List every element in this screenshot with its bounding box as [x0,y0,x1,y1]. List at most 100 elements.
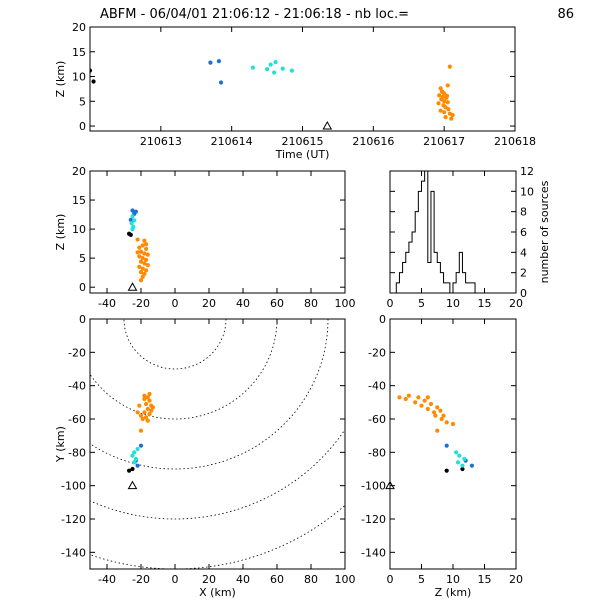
source-point-orange [443,115,448,120]
source-point-cyan [133,456,138,462]
source-point-orange [150,405,155,410]
station-triangle-icon [127,282,138,291]
source-point-orange [439,89,445,94]
source-point-black [460,466,465,472]
source-point-orange [145,395,150,400]
x-tick-label: 0 [172,297,179,310]
y-tick-label: 8 [520,206,527,219]
y-tick-label: 2 [520,267,527,280]
y-tick-label: 10 [72,71,86,84]
y-tick-label: 15 [72,194,86,207]
source-point-orange [135,410,140,415]
panel-plan-view: -40 -20 0 20 40 60 80 100 -140 -120 -100 -80 -60 -40 -… [54,313,356,599]
y-tick-label: 4 [520,246,527,259]
station-triangle-icon [385,480,395,490]
source-point-orange [438,108,443,113]
source-point-orange [144,415,149,420]
source-point-cyan [132,218,137,223]
y-axis-label: Z (km) [54,214,67,251]
y-tick-label: -40 [68,380,86,393]
source-point-cyan [250,65,256,70]
figure-title: ABFM - 06/04/01 21:06:12 - 21:06:18 - nb… [100,7,409,22]
source-point-orange [147,398,152,403]
x-axis-label: Z (km) [435,586,472,599]
x-tick-label: 100 [335,297,356,310]
source-point-orange [435,405,440,410]
source-point-blue [216,59,222,64]
source-point-orange [140,266,145,271]
y-tick-label: -120 [61,513,86,526]
x-tick-label: 0 [387,297,394,310]
source-point-orange [444,93,450,98]
y-tick-label: -80 [68,446,86,459]
source-point-orange [142,251,147,256]
source-point-orange [137,254,142,259]
source-point-orange [142,393,147,398]
x-tick-label: 40 [236,297,250,310]
x-tick-label: 20 [202,297,216,310]
y-tick-label: 0 [79,281,86,294]
source-point-orange [142,261,147,266]
x-tick-label: 210618 [494,135,536,148]
source-point-cyan [130,453,135,458]
y-tick-label: -20 [68,346,86,359]
source-point-orange [449,116,454,121]
panel-altitude-y: 0 5 10 15 20 -140 -120 -100 -80 -60 -40 -20 0 Z (km) [361,313,523,599]
station-triangle-icon [127,480,138,490]
y-tick-label: -140 [61,546,86,559]
source-point-orange [138,249,144,254]
source-point-orange [149,408,154,413]
source-point-orange [144,257,149,262]
source-point-orange [438,408,443,413]
x-axis-label: X (km) [199,586,236,599]
x-tick-label: 5 [418,297,425,310]
source-point-orange [450,113,455,118]
y-tick-label: 20 [72,21,86,34]
y-tick-label: -40 [368,380,386,393]
source-point-orange [445,83,450,88]
panel-time-altitude: 210613 210614 210615 210616 210617 210618 0 5 10… [54,21,536,161]
scatter-points [397,393,474,473]
y-tick-label: -20 [368,346,386,359]
source-point-blue [135,463,140,468]
histogram-steps [395,170,516,294]
x-tick-label: -40 [98,297,116,310]
source-point-orange [425,395,430,400]
source-point-blue [469,463,474,468]
y-tick-label: 10 [520,185,534,198]
y-tick-label: -60 [68,413,86,426]
x-tick-label: 80 [304,573,318,586]
source-point-cyan [130,214,135,219]
y-tick-label: 15 [72,46,86,59]
source-point-orange [138,259,144,264]
source-point-blue [128,217,133,222]
source-point-cyan [280,66,285,71]
source-point-orange [140,243,145,248]
source-point-orange [138,428,144,433]
source-point-cyan [132,460,137,465]
source-point-cyan [132,450,137,455]
source-point-orange [419,403,424,408]
source-point-orange [442,99,447,104]
range-ring [90,428,345,520]
y-tick-label: 5 [79,252,86,265]
source-point-orange [144,268,149,273]
x-tick-label: 0 [387,573,394,586]
source-point-orange [140,274,145,279]
source-point-orange [135,237,140,242]
source-point-orange [436,101,441,106]
y-axis-label: Z (km) [54,61,67,98]
source-point-orange [137,245,142,250]
source-point-orange [435,428,440,433]
x-tick-label: 40 [236,573,250,586]
source-point-blue [444,443,449,448]
x-tick-label: 20 [202,573,216,586]
y-tick-label: 10 [72,223,86,236]
source-point-orange [416,395,421,400]
source-point-orange [142,410,147,415]
source-point-black [130,466,135,472]
source-point-blue [208,60,213,65]
source-point-orange [137,403,142,408]
source-point-orange [446,107,451,112]
